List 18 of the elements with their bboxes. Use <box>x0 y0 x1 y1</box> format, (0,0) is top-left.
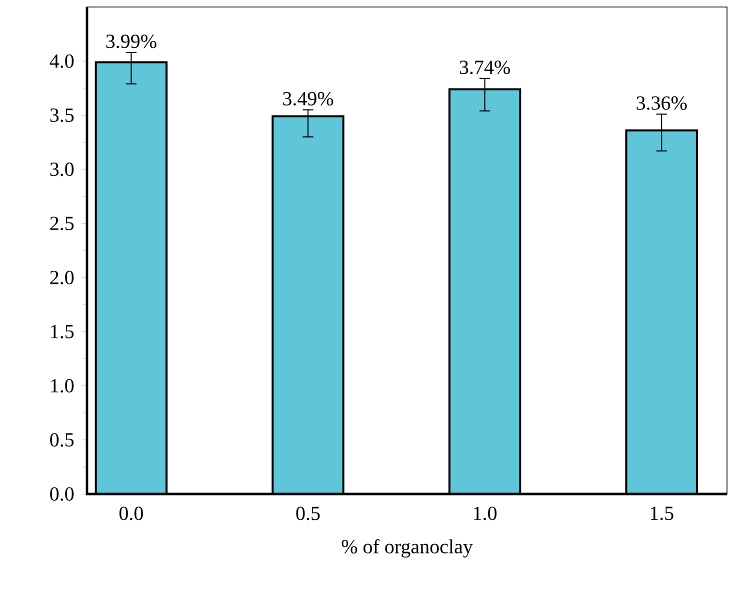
data-label: 3.99% <box>106 34 156 48</box>
data-label: 3.74% <box>460 60 510 74</box>
data-label: 3.36% <box>636 96 687 110</box>
x-tick-label: 1.5 <box>650 506 674 520</box>
y-tick-label: 3.0 <box>50 162 74 176</box>
x-tick-label: 0.0 <box>119 506 143 520</box>
y-tick-label: 1.5 <box>51 324 74 338</box>
y-tick-label: 3.5 <box>50 108 74 122</box>
data-label: 3.49% <box>283 92 334 106</box>
y-tick-label: 0.5 <box>50 433 74 447</box>
y-tick-label: 0.0 <box>50 487 74 501</box>
x-tick-label: 1.0 <box>474 506 497 520</box>
y-tick-label: 4.0 <box>50 54 74 68</box>
y-tick-label: 2.0 <box>50 270 74 284</box>
y-tick-label: 2.5 <box>50 216 74 230</box>
y-tick-label: 1.0 <box>51 378 74 393</box>
x-tick-label: 0.5 <box>296 506 320 520</box>
x-axis-title: % of organoclay <box>342 539 473 558</box>
